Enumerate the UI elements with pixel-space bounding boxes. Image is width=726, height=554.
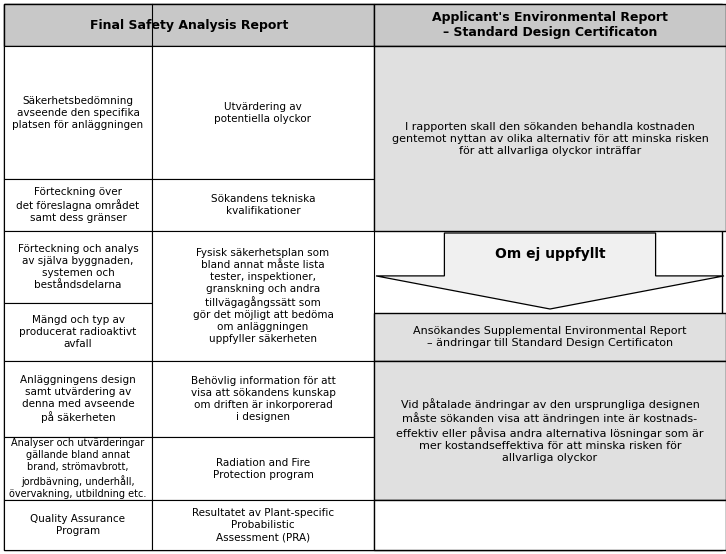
FancyBboxPatch shape bbox=[4, 500, 152, 550]
FancyBboxPatch shape bbox=[4, 46, 152, 179]
Text: Vid påtalade ändringar av den ursprungliga designen
måste sökanden visa att ändr: Vid påtalade ändringar av den ursprungli… bbox=[396, 398, 703, 463]
FancyBboxPatch shape bbox=[4, 437, 152, 500]
FancyBboxPatch shape bbox=[374, 4, 726, 46]
Text: Final Safety Analysis Report: Final Safety Analysis Report bbox=[90, 18, 288, 32]
Text: Radiation and Fire
Protection program: Radiation and Fire Protection program bbox=[213, 458, 314, 480]
FancyBboxPatch shape bbox=[152, 231, 374, 361]
FancyBboxPatch shape bbox=[4, 303, 152, 361]
FancyBboxPatch shape bbox=[152, 179, 374, 231]
FancyBboxPatch shape bbox=[152, 361, 374, 437]
FancyBboxPatch shape bbox=[374, 46, 726, 231]
Text: Resultatet av Plant-specific
Probabilistic
Assessment (PRA): Resultatet av Plant-specific Probabilist… bbox=[192, 508, 334, 542]
Text: Fysisk säkerhetsplan som
bland annat måste lista
tester, inspektioner,
gransknin: Fysisk säkerhetsplan som bland annat mås… bbox=[192, 248, 333, 344]
FancyBboxPatch shape bbox=[374, 313, 726, 361]
Text: Förteckning över
det föreslagna området
samt dess gränser: Förteckning över det föreslagna området … bbox=[17, 187, 139, 223]
Text: Förteckning och analys
av själva byggnaden,
systemen och
beståndsdelarna: Förteckning och analys av själva byggnad… bbox=[17, 244, 139, 290]
FancyBboxPatch shape bbox=[152, 500, 374, 550]
Polygon shape bbox=[376, 233, 724, 309]
FancyBboxPatch shape bbox=[4, 179, 152, 231]
Text: Utvärdering av
potentiella olyckor: Utvärdering av potentiella olyckor bbox=[214, 101, 311, 124]
FancyBboxPatch shape bbox=[374, 361, 726, 500]
Text: Ansökandes Supplemental Environmental Report
– ändringar till Standard Design Ce: Ansökandes Supplemental Environmental Re… bbox=[413, 326, 687, 348]
FancyBboxPatch shape bbox=[152, 437, 374, 500]
Text: Mängd och typ av
producerat radioaktivt
avfall: Mängd och typ av producerat radioaktivt … bbox=[20, 315, 136, 349]
Text: Om ej uppfyllt: Om ej uppfyllt bbox=[494, 248, 605, 261]
Text: Säkerhetsbedömning
avseende den specifika
platsen för anläggningen: Säkerhetsbedömning avseende den specifik… bbox=[12, 95, 144, 130]
Text: Sökandens tekniska
kvalifikationer: Sökandens tekniska kvalifikationer bbox=[211, 194, 315, 216]
Text: Behövlig information för att
visa att sökandens kunskap
om driften är inkorporer: Behövlig information för att visa att sö… bbox=[190, 376, 335, 422]
Text: Quality Assurance
Program: Quality Assurance Program bbox=[30, 514, 126, 536]
FancyBboxPatch shape bbox=[4, 4, 722, 550]
Text: Applicant's Environmental Report
– Standard Design Certificaton: Applicant's Environmental Report – Stand… bbox=[432, 11, 668, 39]
FancyBboxPatch shape bbox=[4, 4, 374, 46]
Text: Anläggningens design
samt utvärdering av
denna med avseende
på säkerheten: Anläggningens design samt utvärdering av… bbox=[20, 375, 136, 423]
Text: I rapporten skall den sökanden behandla kostnaden
gentemot nyttan av olika alter: I rapporten skall den sökanden behandla … bbox=[391, 121, 709, 156]
FancyBboxPatch shape bbox=[4, 231, 152, 303]
FancyBboxPatch shape bbox=[374, 500, 726, 550]
FancyBboxPatch shape bbox=[152, 46, 374, 179]
FancyBboxPatch shape bbox=[4, 361, 152, 437]
Text: Analyser och utvärderingar
gällande bland annat
brand, strömavbrott,
jordbävning: Analyser och utvärderingar gällande blan… bbox=[9, 438, 147, 499]
